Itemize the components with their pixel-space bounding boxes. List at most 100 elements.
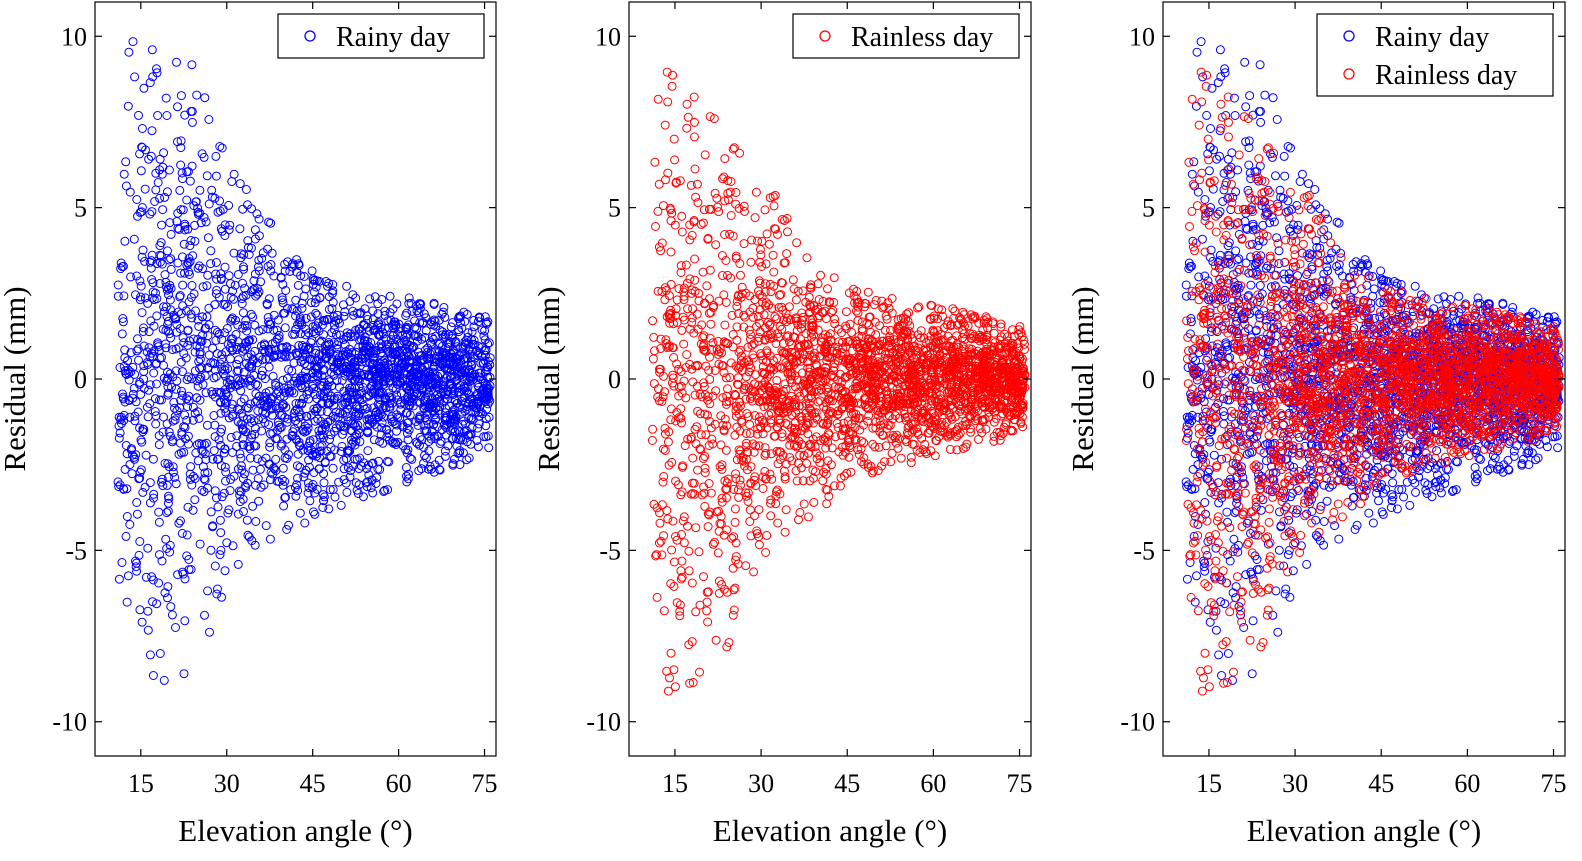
data-point	[216, 143, 224, 151]
data-point	[210, 412, 218, 420]
data-point	[744, 498, 752, 506]
data-point	[728, 534, 736, 542]
data-point	[823, 500, 831, 508]
data-point	[763, 230, 771, 238]
data-point	[669, 517, 677, 525]
data-point	[305, 395, 313, 403]
data-point	[251, 321, 259, 329]
data-point	[690, 93, 698, 101]
data-point	[763, 531, 771, 539]
data-point	[691, 255, 699, 263]
data-point	[664, 438, 672, 446]
data-point	[181, 111, 189, 119]
data-point	[688, 231, 696, 239]
data-point	[842, 308, 850, 316]
data-point	[292, 296, 300, 304]
data-point	[747, 258, 755, 266]
data-point	[292, 492, 300, 500]
data-point	[296, 509, 304, 517]
data-point	[653, 593, 661, 601]
data-point	[803, 254, 811, 262]
data-point	[139, 488, 147, 496]
data-point	[126, 521, 134, 529]
data-point	[343, 488, 351, 496]
data-point	[718, 461, 726, 469]
data-point	[685, 567, 693, 575]
data-point	[746, 421, 754, 429]
data-point	[149, 672, 157, 680]
data-point	[742, 373, 750, 381]
data-point	[158, 260, 166, 268]
data-point	[156, 155, 164, 163]
y-tick-label: -5	[65, 536, 87, 565]
data-point	[174, 103, 182, 111]
data-point	[421, 451, 429, 459]
data-point	[216, 197, 224, 205]
data-point	[782, 385, 790, 393]
data-point	[759, 485, 767, 493]
data-point	[177, 358, 185, 366]
data-point	[678, 228, 686, 236]
data-point	[176, 439, 184, 447]
data-point	[485, 444, 493, 452]
data-point	[150, 369, 158, 377]
data-point	[718, 465, 726, 473]
data-point	[683, 351, 691, 359]
data-point	[181, 617, 189, 625]
data-point	[717, 441, 725, 449]
data-point	[175, 519, 183, 527]
data-point	[698, 491, 706, 499]
data-point	[817, 271, 825, 279]
y-tick-label: 10	[61, 22, 87, 51]
data-point	[649, 355, 657, 363]
data-point	[188, 61, 196, 69]
data-point	[268, 249, 276, 257]
data-point	[191, 496, 199, 504]
data-point	[152, 420, 160, 428]
data-point	[154, 179, 162, 187]
data-point	[337, 501, 345, 509]
data-point	[301, 519, 309, 527]
data-point	[130, 235, 138, 243]
data-point	[679, 313, 687, 321]
data-point	[676, 612, 684, 620]
data-point	[684, 522, 692, 530]
data-point	[258, 255, 266, 263]
data-point	[213, 350, 221, 358]
data-point	[680, 539, 688, 547]
data-point	[121, 237, 129, 245]
data-point	[167, 603, 175, 611]
data-point	[729, 564, 737, 572]
data-point	[142, 451, 150, 459]
data-point	[683, 100, 691, 108]
data-point	[805, 513, 813, 521]
data-point	[342, 455, 350, 463]
data-point	[652, 223, 660, 231]
data-point	[156, 650, 164, 658]
data-point	[731, 431, 739, 439]
data-point	[656, 509, 664, 517]
data-point	[721, 155, 729, 163]
data-point	[186, 242, 194, 250]
data-point	[294, 281, 302, 289]
data-point	[174, 571, 182, 579]
data-point	[168, 611, 176, 619]
data-point	[183, 196, 191, 204]
data-point	[661, 121, 669, 129]
data-point	[830, 274, 838, 282]
data-point	[667, 217, 675, 225]
data-point	[146, 381, 154, 389]
data-point	[179, 281, 187, 289]
data-point	[795, 516, 803, 524]
data-point	[138, 125, 146, 133]
data-point	[696, 668, 704, 676]
data-point	[693, 423, 701, 431]
data-point	[688, 579, 696, 587]
data-point	[783, 250, 791, 258]
data-point	[655, 180, 663, 188]
data-point	[141, 185, 149, 193]
data-point	[253, 210, 261, 218]
data-point	[760, 311, 768, 319]
